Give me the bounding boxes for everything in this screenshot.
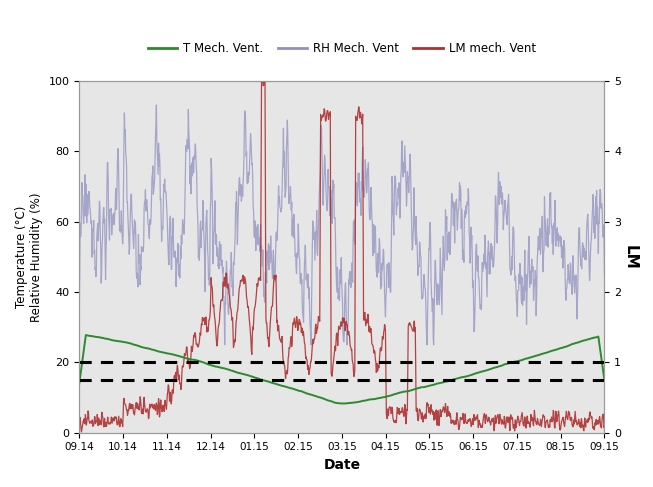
Y-axis label: LM: LM <box>623 244 638 269</box>
Y-axis label: Temperature (°C)
Relative Humidity (%): Temperature (°C) Relative Humidity (%) <box>15 192 43 321</box>
X-axis label: Date: Date <box>323 458 360 472</box>
Legend: T Mech. Vent., RH Mech. Vent, LM mech. Vent: T Mech. Vent., RH Mech. Vent, LM mech. V… <box>143 38 541 60</box>
